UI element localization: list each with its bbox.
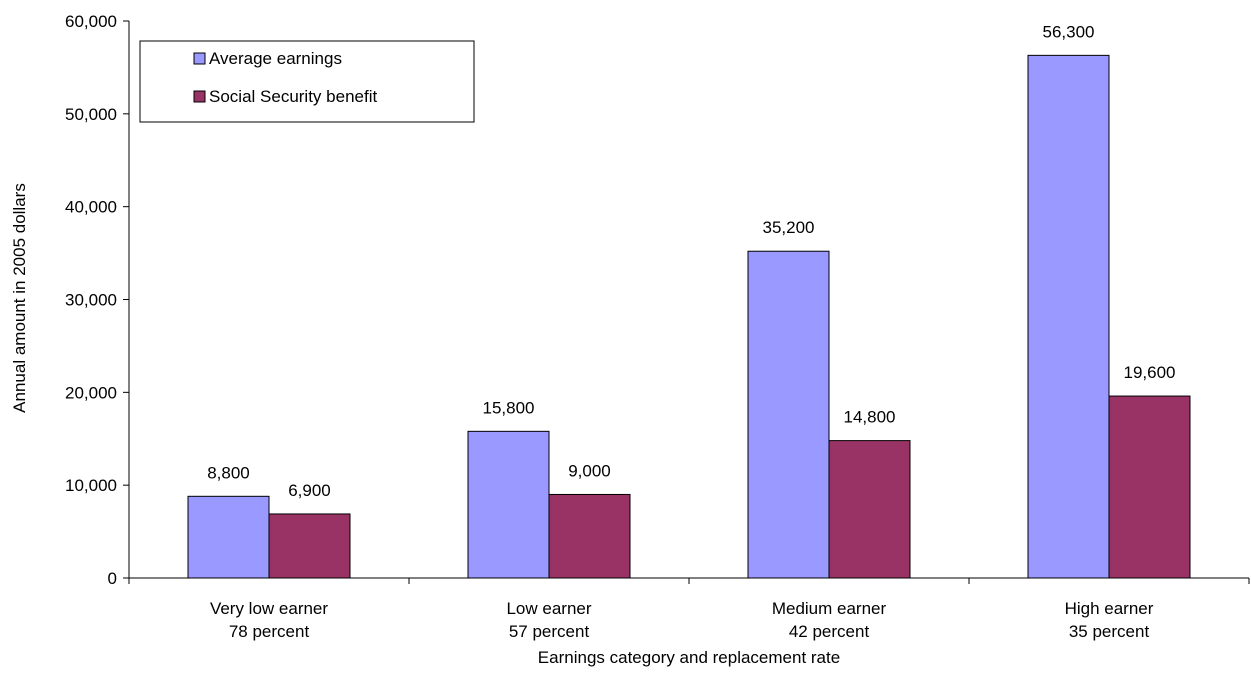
- labels-layer: 0 10,000 20,000 30,000 40,000 50,000 60,000 8,8…: [65, 12, 1176, 641]
- category-label: Medium earner: [772, 599, 887, 618]
- bars-layer: [187, 54, 1191, 579]
- category-label: High earner: [1065, 599, 1154, 618]
- data-label: 35,200: [763, 218, 815, 237]
- legend-label-average-earnings: Average earnings: [209, 49, 342, 68]
- data-label: 56,300: [1043, 22, 1095, 41]
- y-tick-label: 0: [108, 569, 117, 588]
- legend-label-social-security-benefit: Social Security benefit: [209, 87, 377, 106]
- bar-social-security-benefit: [548, 493, 631, 579]
- legend-swatch-average-earnings: [193, 52, 206, 65]
- bar-social-security-benefit: [828, 440, 911, 579]
- category-rate-label: 57 percent: [509, 622, 590, 641]
- y-tick-label: 50,000: [65, 105, 117, 124]
- y-tick-label: 20,000: [65, 383, 117, 402]
- y-tick-label: 10,000: [65, 476, 117, 495]
- data-label: 15,800: [483, 398, 535, 417]
- y-axis-title: Annual amount in 2005 dollars: [10, 183, 29, 413]
- y-tick-label: 30,000: [65, 291, 117, 310]
- axes-layer: [123, 20, 1250, 584]
- legend: Average earnings Social Security benefit: [139, 40, 475, 123]
- bar-average-earnings: [467, 430, 550, 579]
- category-label: Very low earner: [210, 599, 328, 618]
- category-rate-label: 78 percent: [229, 622, 310, 641]
- bar-social-security-benefit: [1108, 395, 1191, 579]
- data-label: 19,600: [1124, 363, 1176, 382]
- data-label: 8,800: [207, 463, 250, 482]
- data-label: 9,000: [568, 461, 611, 480]
- legend-swatch-social-security-benefit: [193, 90, 206, 103]
- category-rate-label: 35 percent: [1069, 622, 1150, 641]
- y-tick-label: 40,000: [65, 198, 117, 217]
- bar-social-security-benefit: [268, 513, 351, 579]
- bar-average-earnings: [187, 495, 270, 579]
- y-tick-label: 60,000: [65, 12, 117, 31]
- category-label: Low earner: [506, 599, 591, 618]
- x-axis-title: Earnings category and replacement rate: [538, 648, 840, 667]
- bar-average-earnings: [747, 250, 830, 579]
- bar-average-earnings: [1027, 54, 1110, 579]
- data-label: 6,900: [288, 481, 331, 500]
- data-label: 14,800: [844, 408, 896, 427]
- category-rate-label: 42 percent: [789, 622, 870, 641]
